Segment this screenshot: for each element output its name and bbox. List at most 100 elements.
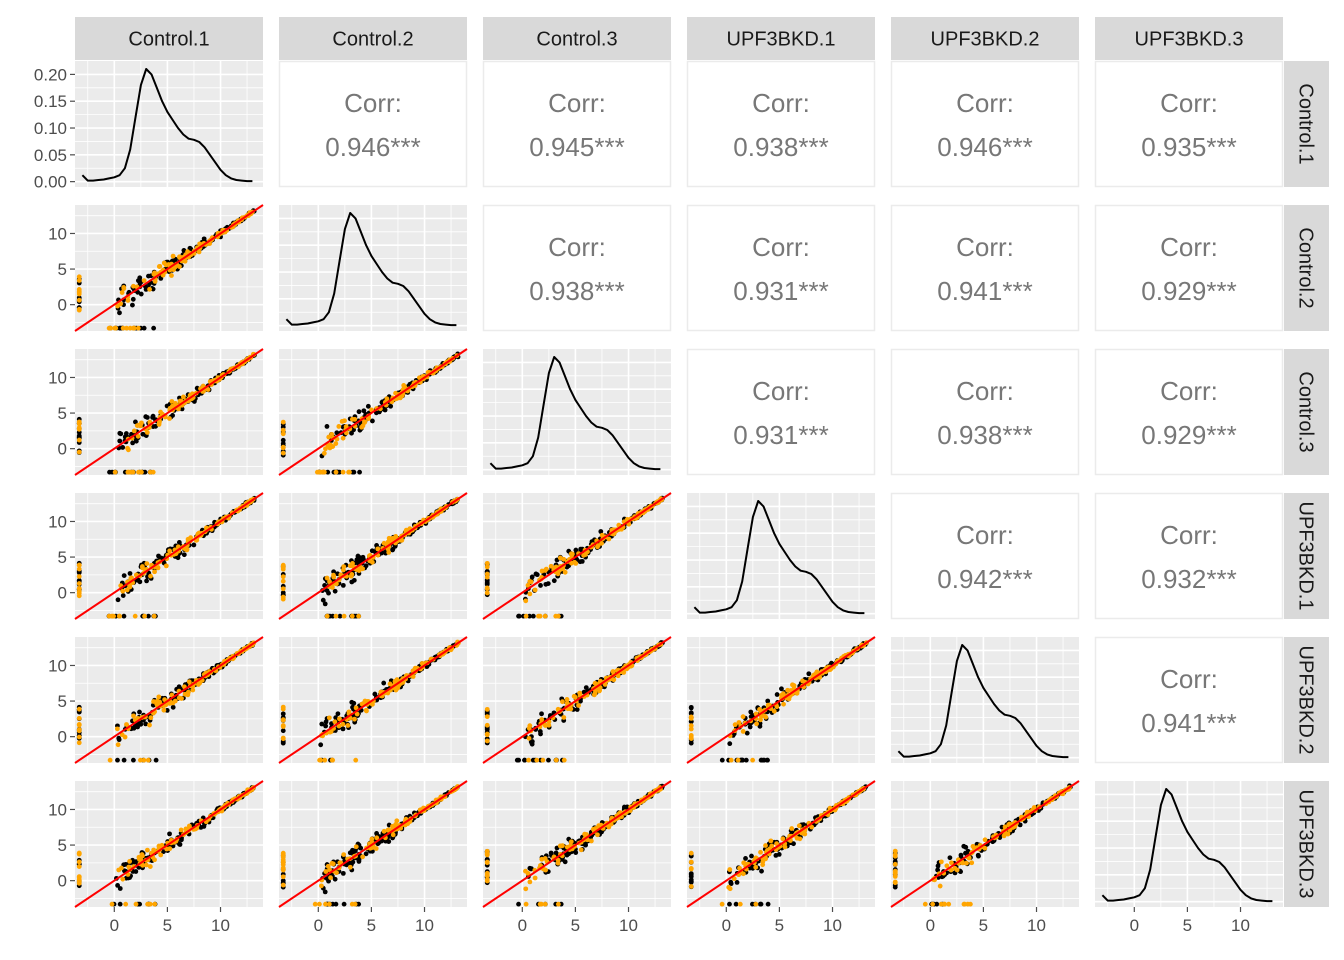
black-point [574, 707, 580, 712]
corr-panel-border [890, 204, 1080, 332]
orange-point [688, 850, 694, 856]
orange-point [796, 823, 802, 829]
orange-point [76, 274, 82, 280]
black-point [773, 852, 779, 858]
density-curve [897, 644, 1069, 759]
black-point [326, 590, 331, 596]
orange-point [561, 715, 567, 720]
corr-label: Corr: [548, 232, 606, 262]
panel-control-1-vs-upf3bkd-3: Corr: 0.935*** [1094, 60, 1284, 188]
orange-point [726, 884, 732, 890]
orange-point [147, 286, 152, 292]
orange-point [339, 419, 345, 424]
black-point [188, 246, 193, 252]
orange-point [280, 704, 286, 710]
corr-label: Corr: [752, 88, 810, 118]
black-point [562, 859, 568, 865]
orange-point [768, 838, 774, 844]
orange-point [152, 569, 157, 575]
orange-point [143, 862, 149, 868]
black-point [280, 740, 286, 746]
orange-point [116, 613, 122, 619]
black-point [740, 757, 746, 763]
orange-point [196, 249, 202, 255]
orange-point [375, 546, 381, 552]
black-point [280, 728, 286, 734]
orange-point [177, 254, 182, 260]
orange-point [163, 563, 169, 569]
black-point [934, 901, 940, 907]
orange-point [410, 674, 416, 679]
orange-point [119, 290, 125, 295]
row-strip-label: Control.1 [1295, 83, 1317, 164]
x-tick-label: 0 [722, 916, 731, 935]
orange-point [330, 861, 336, 867]
column-strip-upf3bkd-2 [891, 17, 1079, 60]
black-point [167, 831, 172, 837]
black-point [765, 698, 771, 704]
orange-point [562, 569, 568, 575]
corr-label: Corr: [956, 88, 1014, 118]
black-point [191, 542, 197, 548]
black-point [579, 558, 585, 564]
black-point [388, 403, 394, 409]
orange-point [184, 546, 190, 552]
black-point [349, 860, 355, 866]
corr-value: 0.938*** [529, 276, 624, 306]
black-point [319, 721, 325, 727]
black-point [181, 248, 187, 253]
reference-line [482, 492, 672, 620]
row-strip-upf3bkd-2 [1284, 637, 1329, 763]
black-point [76, 433, 82, 439]
orange-point [484, 722, 490, 728]
orange-point [312, 901, 318, 907]
orange-point [76, 880, 82, 886]
black-point [727, 901, 732, 907]
strip-labels: Control.1 Control.2 Control.3 UPF3BKD.1 UPF3… [75, 17, 1329, 907]
black-point [170, 704, 176, 710]
orange-point [76, 715, 82, 721]
orange-point [892, 861, 898, 867]
black-point [355, 553, 361, 559]
orange-point [394, 678, 400, 684]
black-point [546, 757, 551, 763]
black-point [280, 590, 286, 596]
panel-control-1-vs-upf3bkd-2: Corr: 0.946*** [890, 60, 1080, 188]
corr-panel-border [890, 60, 1080, 188]
orange-point [176, 695, 182, 701]
panel-control-1-vs-control-1 [75, 61, 263, 187]
orange-point [127, 583, 132, 589]
corr-panel-border [1094, 60, 1284, 188]
black-point [390, 546, 396, 552]
row-strip-control-2 [1284, 205, 1329, 331]
orange-point [333, 441, 339, 446]
orange-point [758, 849, 763, 855]
panel-upf3bkd-1-vs-control-2 [278, 492, 468, 620]
black-point [688, 871, 694, 877]
orange-point [741, 860, 747, 866]
x-tick-label: 5 [163, 916, 172, 935]
black-point [961, 843, 967, 849]
panel-upf3bkd-1-vs-control-3 [482, 492, 672, 620]
x-tick-label: 10 [1027, 916, 1046, 935]
orange-point [484, 571, 490, 577]
orange-point [573, 561, 579, 566]
black-point [137, 579, 143, 585]
panel-control-3-vs-control-1 [74, 348, 264, 476]
orange-point [765, 702, 771, 708]
orange-point [419, 661, 425, 666]
black-point [349, 579, 355, 585]
corr-label: Corr: [1160, 520, 1218, 550]
black-point [573, 850, 579, 855]
orange-point [334, 870, 339, 876]
black-point [280, 437, 286, 443]
corr-value: 0.929*** [1141, 420, 1236, 450]
black-point [323, 723, 329, 729]
scatter-y-tick-label: 10 [48, 656, 67, 675]
orange-point [76, 727, 82, 733]
orange-point [177, 398, 183, 404]
orange-point [340, 469, 346, 475]
orange-point [1002, 824, 1008, 830]
orange-point [349, 416, 355, 422]
black-point [522, 757, 527, 763]
